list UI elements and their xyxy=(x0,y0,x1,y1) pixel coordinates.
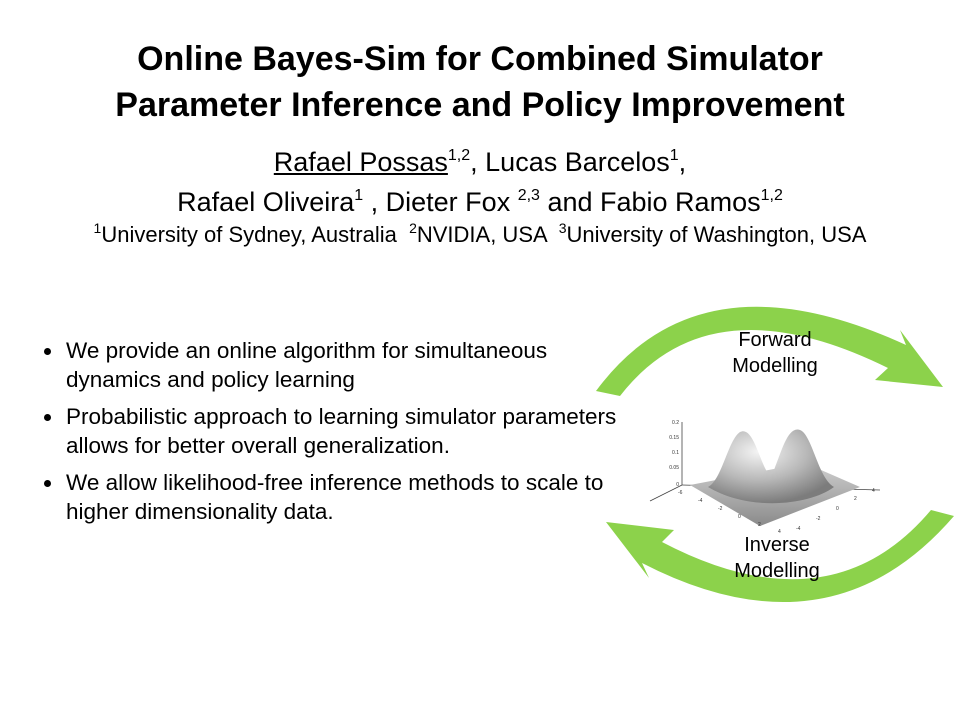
author-name-5: Fabio Ramos xyxy=(600,187,761,217)
bullet-item: Probabilistic approach to learning simul… xyxy=(40,402,620,460)
affil-text-2: NVIDIA, USA xyxy=(416,222,559,247)
forward-modelling-label: Forward Modelling xyxy=(675,327,875,379)
plot-right-axis-ticks: -4 -2 0 2 4 xyxy=(796,488,875,532)
plot-left-axis-ticks: -6 -4 -2 0 2 4 xyxy=(678,490,781,535)
author-sup-4: 2,3 xyxy=(517,187,540,204)
author-sup-3: 1 xyxy=(354,187,364,204)
bullet-dot-icon xyxy=(44,348,51,355)
author-sep-4: and xyxy=(539,187,601,217)
author-sep-3: , xyxy=(363,187,386,217)
plot-y-tick: 0.2 xyxy=(672,420,679,426)
bullet-dot-icon xyxy=(44,414,51,421)
plot-y-tick: 0.05 xyxy=(669,465,679,471)
forward-label-line-1: Forward xyxy=(738,329,812,351)
bullet-item: We provide an online algorithm for simul… xyxy=(40,336,620,394)
author-sep-2: , xyxy=(678,147,687,177)
plot-right-tick: 4 xyxy=(872,488,875,494)
plot-left-tick: 4 xyxy=(778,529,781,535)
plot-left-tick: -2 xyxy=(718,506,723,512)
plot-left-tick: -6 xyxy=(678,490,683,496)
plot-left-tick: 2 xyxy=(758,522,761,528)
inverse-arrow-icon xyxy=(606,510,954,603)
plot-y-axis-ticks: 0.2 0.15 0.1 0.05 0 xyxy=(669,420,679,488)
cycle-graphic: 0.2 0.15 0.1 0.05 0 -6 -4 -2 0 2 4 -4 -2… xyxy=(596,306,954,603)
author-sup-1: 1,2 xyxy=(447,147,471,164)
bullet-dot-icon xyxy=(44,480,51,487)
modelling-cycle-diagram: 0.2 0.15 0.1 0.05 0 -6 -4 -2 0 2 4 -4 -2… xyxy=(590,280,960,630)
plot-right-tick: 0 xyxy=(836,506,839,512)
author-sup-5: 1,2 xyxy=(760,187,783,204)
affiliations: 1University of Sydney, Australia 2NVIDIA… xyxy=(0,220,960,250)
title-line-2: Parameter Inference and Policy Improveme… xyxy=(115,86,845,124)
bullet-text-2: Probabilistic approach to learning simul… xyxy=(66,404,617,458)
author-list: Rafael Possas1,2, Lucas Barcelos1, Rafae… xyxy=(0,142,960,222)
affil-text-1: University of Sydney, Australia xyxy=(101,222,410,247)
affil-sup-3: 3 xyxy=(558,220,567,236)
affil-sup-2: 2 xyxy=(409,220,417,236)
plot-y-tick: 0 xyxy=(676,482,679,488)
author-sup-2: 1 xyxy=(669,147,679,164)
gaussian-surface-plot: 0.2 0.15 0.1 0.05 0 -6 -4 -2 0 2 4 -4 -2… xyxy=(649,420,881,535)
bullet-item: We allow likelihood-free inference metho… xyxy=(40,468,620,526)
author-name-4: Dieter Fox xyxy=(385,187,518,217)
author-name-2: Lucas Barcelos xyxy=(485,147,670,177)
author-line-1: Rafael Possas1,2, Lucas Barcelos1, xyxy=(0,142,960,182)
plot-right-tick: -2 xyxy=(816,516,821,522)
author-name-1: Rafael Possas xyxy=(273,147,448,177)
plot-right-tick: -4 xyxy=(796,526,801,532)
author-sep-1: , xyxy=(470,147,486,177)
plot-y-tick: 0.1 xyxy=(672,450,679,456)
plot-right-tick: 2 xyxy=(854,496,857,502)
plot-left-tick: -4 xyxy=(698,498,703,504)
bullet-list: We provide an online algorithm for simul… xyxy=(40,336,620,534)
forward-arrow-icon xyxy=(596,306,943,396)
plot-y-tick: 0.15 xyxy=(669,435,679,441)
inverse-label-line-1: Inverse xyxy=(744,534,810,556)
bullet-text-1: We provide an online algorithm for simul… xyxy=(66,338,548,392)
bullet-text-3: We allow likelihood-free inference metho… xyxy=(66,470,604,524)
slide-title: Online Bayes-Sim for Combined Simulator … xyxy=(0,36,960,128)
title-line-1: Online Bayes-Sim for Combined Simulator xyxy=(137,40,823,78)
author-line-2: Rafael Oliveira1 , Dieter Fox 2,3 and Fa… xyxy=(0,182,960,222)
affil-sup-1: 1 xyxy=(93,220,102,236)
inverse-label-line-2: Modelling xyxy=(734,560,820,582)
author-name-3: Rafael Oliveira xyxy=(177,187,355,217)
plot-left-tick: 0 xyxy=(738,514,741,520)
affil-text-3: University of Washington, USA xyxy=(566,222,867,247)
forward-label-line-2: Modelling xyxy=(732,355,818,377)
inverse-modelling-label: Inverse Modelling xyxy=(677,532,877,584)
